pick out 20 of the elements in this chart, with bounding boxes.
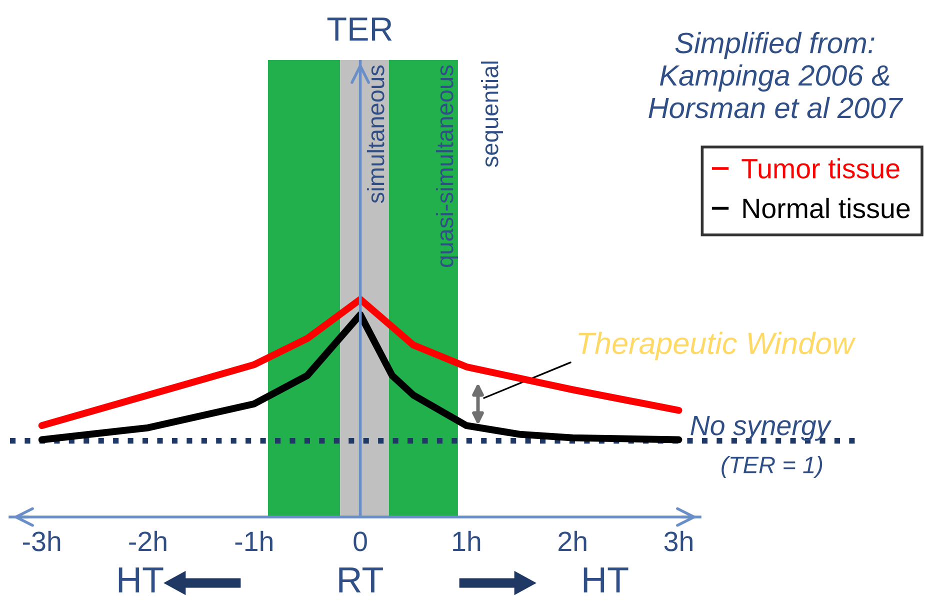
text: TER (327, 18, 392, 41)
text: HT (584, 567, 628, 592)
x-tick-label: 2h (558, 530, 586, 552)
text: RT (339, 567, 383, 592)
band-label: quasi-simultaneous (436, 65, 458, 267)
x-tick-label: -1h (235, 530, 272, 552)
x-tick-label: -2h (129, 530, 166, 552)
text: sequential (480, 62, 504, 167)
legend-label: Tumor tissue (742, 158, 900, 179)
text: HT (118, 567, 164, 592)
x-tick-label: 1h (453, 530, 480, 552)
band-label: simultaneous (366, 65, 384, 204)
text: (TER = 1) (722, 456, 822, 478)
ref-line-label: No synergy (690, 416, 832, 441)
x-tick-label: 3h (664, 530, 692, 552)
x-tick-label: -3h (23, 530, 60, 552)
text: Simplified from: Kampinga 2006 & Horsman et al 2007 (648, 32, 904, 118)
x-tick-label: 0 (354, 532, 367, 552)
annotation: Therapeutic Window (578, 332, 856, 360)
legend-label: Normal tissue (743, 198, 910, 218)
